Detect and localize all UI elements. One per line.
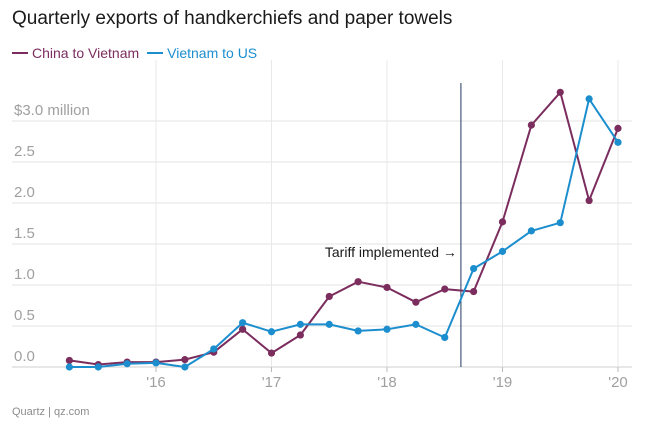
y-tick-label-5: 2.5 bbox=[14, 143, 35, 160]
series-0-point-10 bbox=[354, 278, 362, 286]
series-0-point-11 bbox=[383, 283, 391, 292]
legend-item-vietnam-to-us: Vietnam to US bbox=[147, 45, 257, 61]
series-1-point-17 bbox=[556, 219, 564, 227]
y-tick-label-0: 0.0 bbox=[14, 348, 35, 365]
legend-label-china-to-vietnam: China to Vietnam bbox=[32, 45, 140, 61]
series-1-point-13 bbox=[441, 333, 449, 342]
y-tick-label-2: 1.0 bbox=[14, 266, 35, 283]
series-1-point-18 bbox=[585, 95, 593, 103]
series-1-point-1 bbox=[94, 363, 102, 371]
annotation-label-0: Tariff implemented → bbox=[325, 244, 457, 260]
series-0-point-0 bbox=[65, 356, 73, 365]
series-1-point-4 bbox=[181, 363, 189, 371]
x-tick-label-3: '19 bbox=[493, 374, 513, 391]
legend-swatch-vietnam-to-us bbox=[147, 52, 164, 54]
x-tick-label-4: '20 bbox=[608, 374, 628, 391]
x-tick-label-2: '18 bbox=[377, 374, 397, 391]
y-tick-label-1: 0.5 bbox=[14, 307, 35, 324]
series-0-point-17 bbox=[556, 88, 564, 96]
series-1-point-9 bbox=[325, 320, 333, 328]
series-1-point-10 bbox=[354, 327, 362, 335]
x-tick-label-0: '16 bbox=[146, 374, 166, 391]
series-0-point-12 bbox=[412, 298, 420, 306]
series-1-point-12 bbox=[412, 320, 420, 328]
series-0-point-16 bbox=[527, 121, 535, 129]
series-0-point-15 bbox=[498, 218, 507, 226]
legend-label-vietnam-to-us: Vietnam to US bbox=[167, 45, 258, 61]
series-1-point-6 bbox=[239, 319, 247, 327]
series-0-point-19 bbox=[614, 124, 622, 132]
series-0-point-7 bbox=[267, 349, 276, 357]
series-0-point-13 bbox=[441, 285, 449, 293]
series-1-point-8 bbox=[296, 320, 304, 328]
series-line-0 bbox=[69, 91, 619, 366]
series-1-point-0 bbox=[65, 363, 73, 371]
y-tick-label-4: 2.0 bbox=[14, 184, 35, 201]
series-line-1 bbox=[69, 97, 619, 368]
series-1-point-7 bbox=[267, 328, 276, 336]
y-tick-label-3: 1.5 bbox=[14, 225, 35, 242]
series-1-point-3 bbox=[152, 359, 160, 367]
chart-title: Quarterly exports of handkerchiefs and p… bbox=[12, 8, 453, 29]
series-1-point-2 bbox=[123, 360, 131, 368]
series-1-point-16 bbox=[527, 227, 535, 235]
series-0-point-4 bbox=[181, 356, 189, 364]
series-0-point-14 bbox=[470, 287, 478, 296]
legend-item-china-to-vietnam: China to Vietnam bbox=[12, 45, 139, 61]
series-1-point-19 bbox=[614, 138, 622, 146]
x-tick-label-1: '17 bbox=[262, 374, 282, 391]
series-0-point-18 bbox=[585, 196, 593, 205]
series-1-point-15 bbox=[498, 247, 507, 255]
series-0-point-6 bbox=[239, 325, 247, 333]
source-credit: Quartz | qz.com bbox=[12, 406, 90, 418]
series-0-point-9 bbox=[325, 292, 333, 301]
legend: China to Vietnam Vietnam to US bbox=[12, 45, 265, 61]
series-1-point-5 bbox=[210, 345, 218, 353]
series-1-point-11 bbox=[383, 325, 391, 333]
legend-swatch-china-to-vietnam bbox=[12, 52, 28, 54]
series-0-point-8 bbox=[296, 331, 304, 339]
series-1-point-14 bbox=[470, 265, 478, 273]
y-tick-label-6: $3.0 million bbox=[14, 102, 90, 119]
